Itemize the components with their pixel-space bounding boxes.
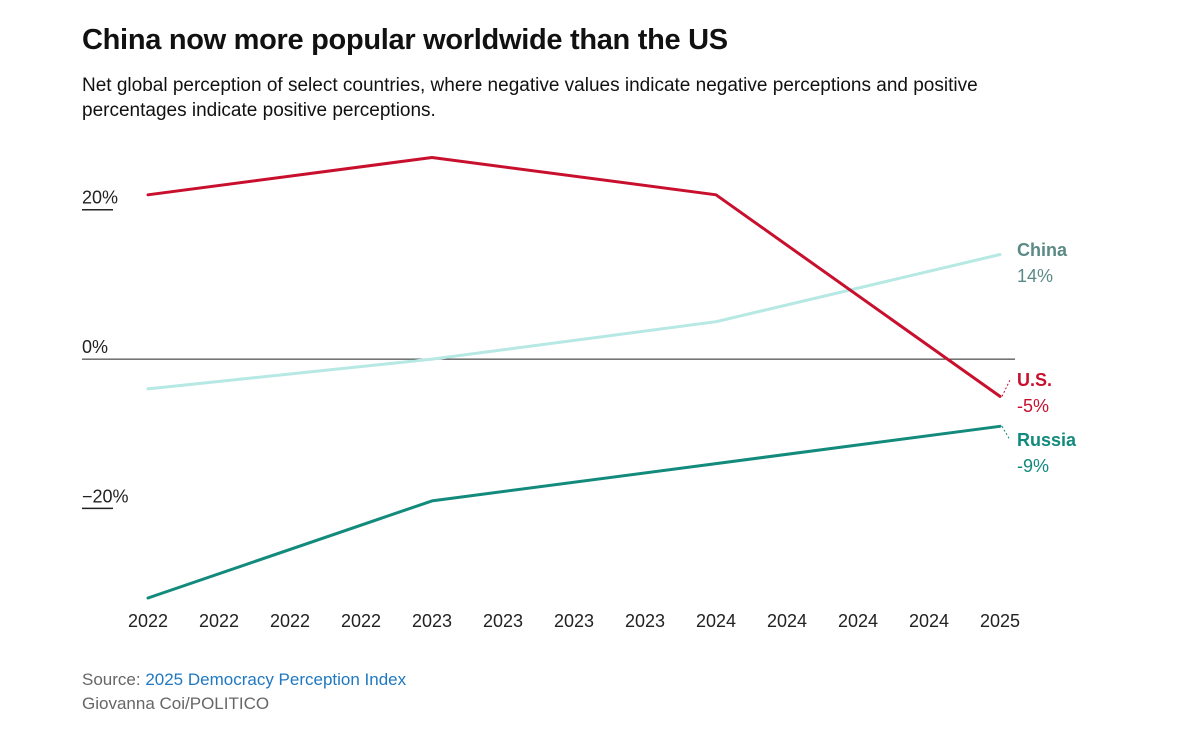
x-tick-label: 2022 <box>199 611 239 631</box>
leader-line-us <box>1001 379 1011 397</box>
series-value-us: -5% <box>1017 396 1049 416</box>
x-tick-label: 2025 <box>980 611 1020 631</box>
chart-title: China now more popular worldwide than th… <box>82 24 728 56</box>
source-link[interactable]: 2025 Democracy Perception Index <box>145 670 407 689</box>
source-prefix: Source: <box>82 670 146 689</box>
x-tick-label: 2022 <box>270 611 310 631</box>
y-tick-label: −20% <box>82 486 129 506</box>
series-label-russia: Russia <box>1017 430 1077 450</box>
x-tick-label: 2024 <box>838 611 878 631</box>
series-value-china: 14% <box>1017 266 1053 286</box>
series-line-china <box>146 253 1002 391</box>
series-value-russia: -9% <box>1017 456 1049 476</box>
y-tick-label: 0% <box>82 337 108 357</box>
credit-line: Giovanna Coi/POLITICO <box>82 694 270 713</box>
x-tick-label: 2023 <box>625 611 665 631</box>
x-tick-label: 2023 <box>483 611 523 631</box>
x-tick-label: 2023 <box>554 611 594 631</box>
x-tick-label: 2023 <box>412 611 452 631</box>
y-tick-label: 20% <box>82 188 118 208</box>
x-tick-label: 2024 <box>696 611 736 631</box>
series-label-us: U.S. <box>1017 370 1052 390</box>
chart-subtitle: Net global perception of select countrie… <box>82 75 978 121</box>
x-tick-label: 2024 <box>909 611 949 631</box>
series-line-russia <box>146 424 1002 600</box>
source-line: Source: 2025 Democracy Perception Index <box>82 670 406 690</box>
series-line-us <box>146 156 1002 398</box>
x-tick-label: 2022 <box>341 611 381 631</box>
x-tick-label: 2024 <box>767 611 807 631</box>
series-label-china: China <box>1017 240 1068 260</box>
leader-line-russia <box>1001 426 1011 441</box>
x-tick-label: 2022 <box>128 611 168 631</box>
